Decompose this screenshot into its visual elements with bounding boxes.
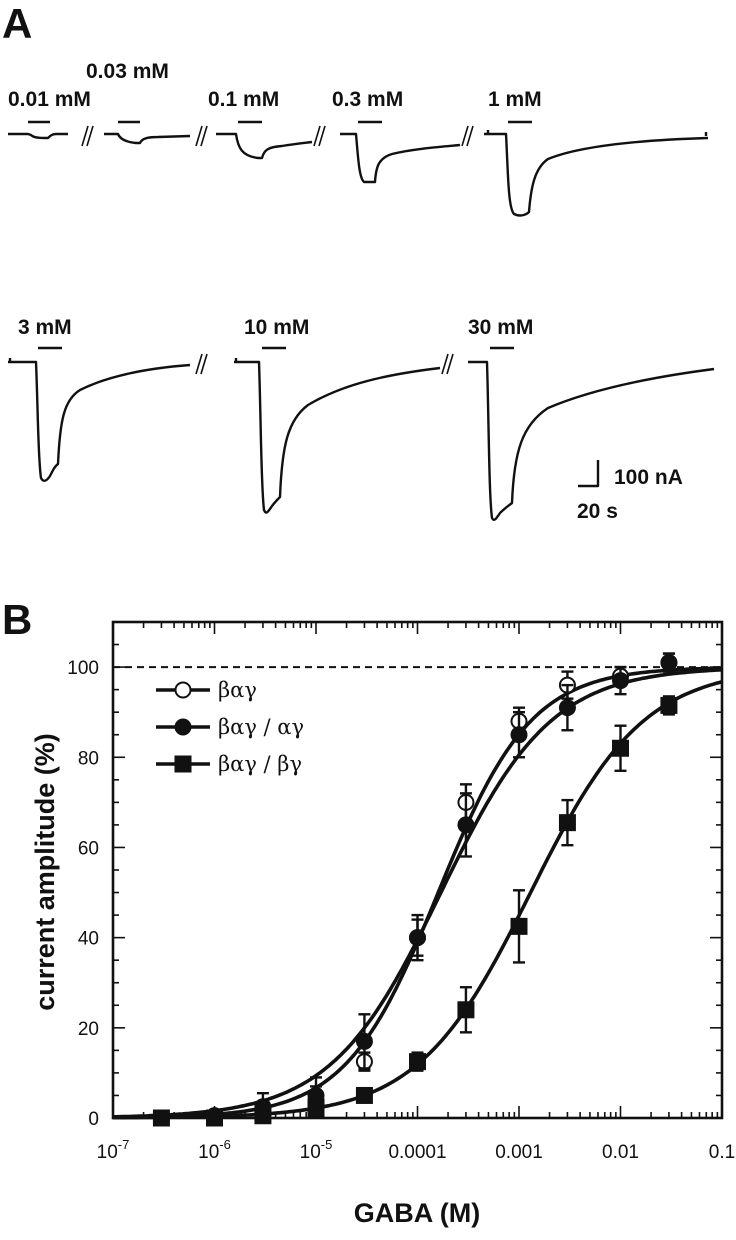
y-tick-label: 100: [67, 658, 99, 679]
trace-label-3mM: 3 mM: [18, 316, 72, 339]
y-tick-label: 80: [78, 748, 99, 769]
data-point-series-1: [409, 929, 426, 947]
x-tick-label: 0.01: [602, 1142, 639, 1163]
data-point-series-2: [307, 1100, 325, 1118]
trace-label-0.01mM: 0.01 mM: [8, 88, 91, 111]
data-point-series-2: [612, 739, 629, 757]
y-axis-title: current amplitude (%): [30, 733, 60, 1011]
data-point-series-2: [510, 917, 528, 935]
current-trace-1mM-marker: [486, 130, 708, 136]
current-trace-10mM: [234, 360, 441, 514]
x-tick-label: 10-6: [198, 1137, 231, 1163]
trace-label-0.1mM: 0.1 mM: [208, 88, 279, 111]
axis-ticks: [112, 621, 723, 1119]
x-tick-label: 10-7: [97, 1137, 130, 1163]
data-point-series-2: [558, 814, 576, 832]
legend: βαγ βαγ / αγ βαγ / βγ: [156, 678, 304, 776]
current-trace-0.03mM: [104, 132, 191, 145]
scale-bar: [578, 460, 600, 488]
data-point-series-2: [206, 1109, 223, 1127]
axis-break-marks: [81, 125, 474, 375]
fit-curves: [113, 666, 723, 1120]
data-point-series-1: [510, 726, 528, 744]
legend-marker: [174, 755, 192, 773]
trace-label-1mM: 1 mM: [488, 88, 542, 111]
current-trace-3mM: [8, 360, 191, 482]
data-point-series-2: [457, 1001, 475, 1019]
data-point-series-2: [409, 1053, 426, 1071]
current-trace-0.3mM: [340, 132, 461, 184]
data-point-series-2: [152, 1109, 170, 1127]
x-tick-label: 10-5: [300, 1137, 333, 1163]
legend-label: βαγ / αγ: [218, 715, 304, 739]
fit-curve-0: [113, 666, 723, 1120]
current-trace-1mM: [484, 132, 709, 217]
panel-a: A 0.01 mM 0.03 mM 0.1 mM 0.3 mM 1 mM 3 m…: [2, 0, 715, 523]
panel-a-letter: A: [2, 0, 32, 47]
trace-label-30mM: 30 mM: [468, 316, 533, 339]
trace-label-0.3mM: 0.3 mM: [332, 88, 403, 111]
y-tick-labels: 0 20 40 60 80 100: [67, 658, 99, 1130]
x-tick-label: 0.001: [495, 1142, 543, 1163]
current-trace-0.01mM: [8, 132, 68, 140]
legend-marker: [174, 681, 192, 699]
legend-marker: [174, 718, 192, 736]
panel-b-letter: B: [2, 596, 32, 643]
x-axis-title: GABA (M): [354, 1198, 480, 1228]
plot-frame: [111, 620, 724, 1120]
legend-label: βαγ: [218, 678, 257, 702]
trace-label-10mM: 10 mM: [244, 316, 309, 339]
data-point-series-2: [355, 1086, 373, 1104]
y-tick-label: 60: [78, 838, 99, 859]
scale-bar-time-label: 20 s: [577, 500, 618, 523]
current-trace-30mM: [468, 360, 715, 521]
scale-bar-current-label: 100 nA: [614, 466, 683, 489]
current-trace-0.1mM: [216, 132, 313, 160]
data-point-series-2: [254, 1107, 272, 1125]
fit-curve-1: [113, 668, 723, 1119]
legend-label: βαγ / βγ: [218, 752, 302, 776]
data-points: [152, 652, 678, 1127]
panel-b: B 10-7 10-6 10-5 0.0001 0.001 0.01 0.1 0 20 40 60…: [2, 596, 735, 1228]
data-point-series-1: [355, 1032, 373, 1050]
data-point-series-1: [457, 816, 475, 834]
data-point-series-1: [558, 699, 576, 717]
data-point-series-1: [307, 1086, 325, 1104]
x-tick-labels: 10-7 10-6 10-5 0.0001 0.001 0.01 0.1: [97, 1137, 736, 1163]
data-point-series-1: [612, 672, 629, 690]
y-tick-label: 20: [78, 1019, 99, 1040]
y-tick-label: 40: [78, 929, 99, 950]
data-point-series-1: [660, 654, 678, 672]
x-tick-label: 0.1: [709, 1142, 735, 1163]
trace-label-0.03mM: 0.03 mM: [86, 60, 169, 83]
y-tick-label: 0: [88, 1109, 99, 1130]
data-point-series-2: [660, 696, 678, 714]
x-tick-label: 0.0001: [388, 1142, 446, 1163]
